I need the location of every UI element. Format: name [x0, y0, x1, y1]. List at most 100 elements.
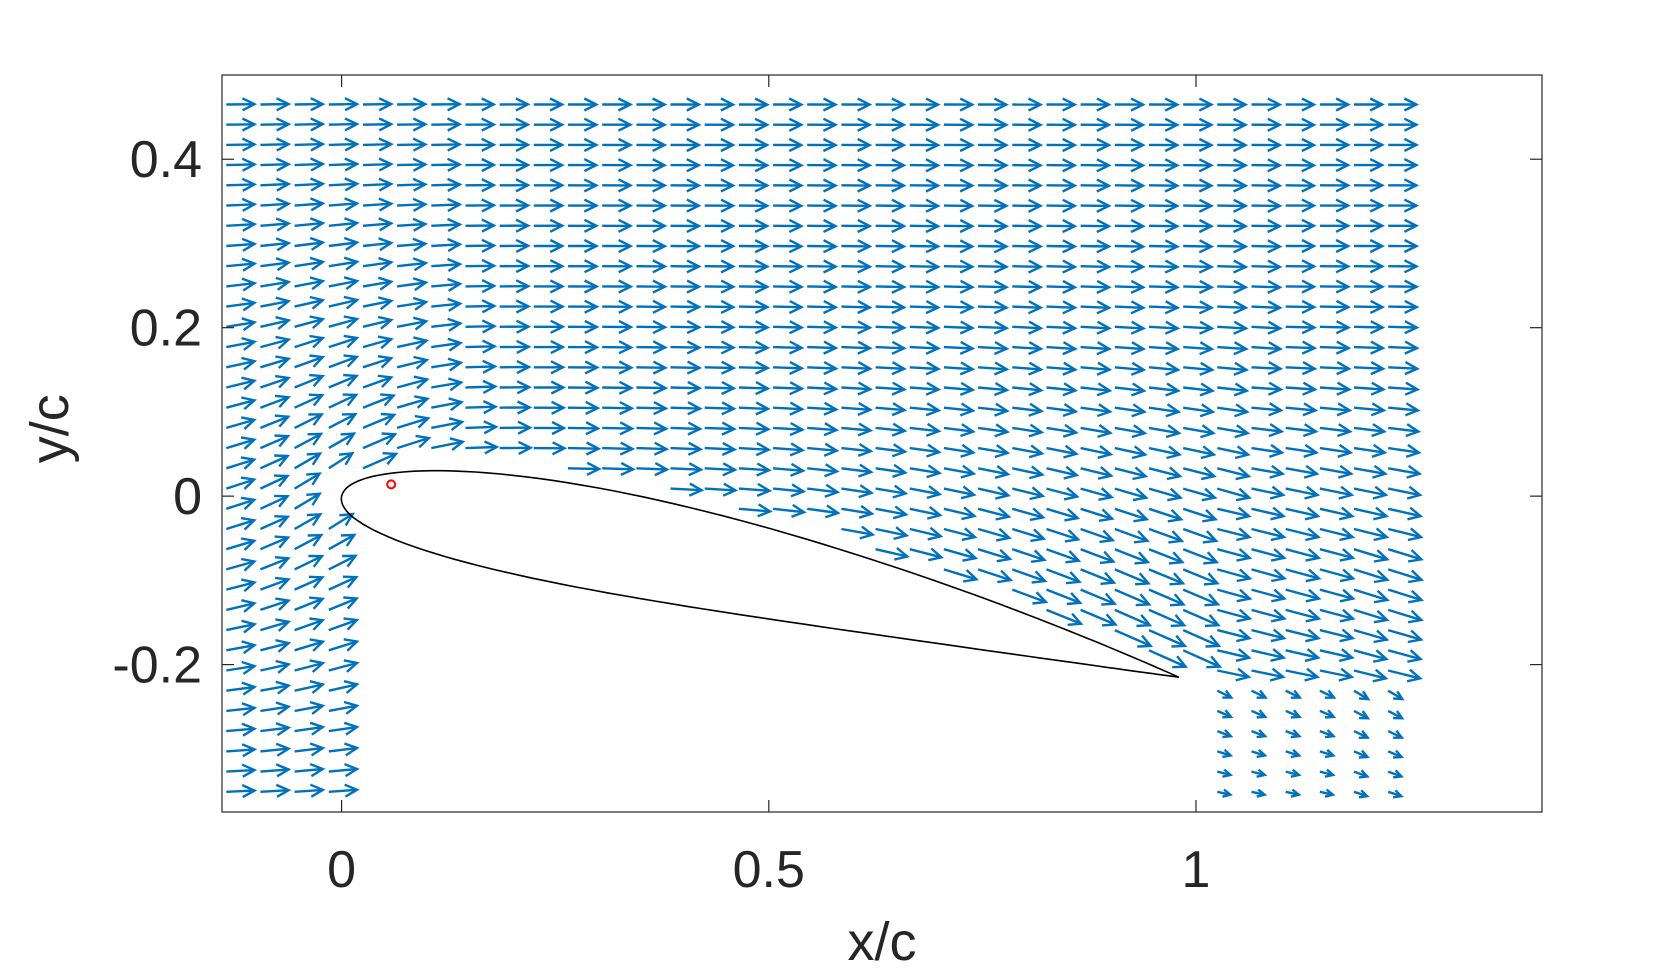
velocity-vector-head: [618, 299, 634, 314]
velocity-vector-shaft: [1148, 507, 1182, 521]
velocity-vector-head: [1269, 485, 1286, 500]
velocity-vector-head: [380, 412, 397, 426]
velocity-vector-shaft: [1114, 507, 1148, 521]
velocity-vector-head: [1305, 568, 1322, 583]
velocity-vector-head: [413, 375, 430, 390]
velocity-vector-head: [310, 137, 326, 152]
velocity-vector-shaft: [294, 336, 324, 349]
velocity-vector-shaft: [1148, 345, 1178, 351]
velocity-vector-shaft: [943, 568, 977, 581]
velocity-vector-shaft: [977, 467, 1009, 476]
velocity-vector-shaft: [875, 406, 905, 412]
velocity-vector-head: [1028, 423, 1045, 438]
velocity-vector-shaft: [1114, 588, 1150, 606]
velocity-vector-shaft: [465, 405, 496, 409]
velocity-vector-head: [583, 178, 599, 193]
velocity-vector-shaft: [294, 704, 324, 713]
velocity-vector-head: [344, 217, 360, 232]
velocity-vector-shaft: [1251, 446, 1283, 454]
velocity-vector-head: [449, 437, 466, 451]
velocity-vector-head: [1339, 608, 1356, 623]
velocity-vector-head: [1324, 689, 1337, 699]
velocity-vector-shaft: [1319, 345, 1349, 350]
velocity-vector-head: [1236, 608, 1253, 623]
velocity-vector-head: [788, 279, 805, 294]
velocity-vector-head: [959, 218, 975, 234]
velocity-vector-shaft: [909, 406, 939, 412]
velocity-vector-shaft: [1285, 446, 1317, 454]
velocity-vector-shaft: [1080, 548, 1114, 563]
velocity-vector-shaft: [602, 406, 632, 410]
velocity-vector-head: [412, 97, 428, 112]
velocity-vector-head: [1407, 609, 1424, 624]
velocity-vector-shaft: [362, 413, 395, 430]
velocity-vector-shaft: [1148, 386, 1179, 392]
velocity-vector-head: [1131, 445, 1148, 460]
velocity-vector-head: [823, 360, 839, 376]
velocity-vector-head: [617, 117, 634, 132]
velocity-vector-head: [241, 257, 258, 272]
velocity-vector-head: [481, 218, 497, 233]
velocity-vector-shaft: [943, 406, 974, 412]
velocity-vector-head: [688, 462, 704, 477]
velocity-vector-shaft: [1285, 507, 1319, 518]
velocity-vector-head: [1358, 710, 1371, 720]
velocity-vector-head: [241, 177, 258, 192]
velocity-vector-head: [583, 137, 599, 152]
velocity-vector-head: [584, 380, 601, 395]
velocity-vector-head: [344, 783, 360, 798]
velocity-vector-shaft: [1148, 446, 1180, 456]
velocity-vector-head: [1098, 508, 1115, 522]
velocity-vector-shaft: [1285, 628, 1319, 640]
velocity-vector-shaft: [977, 406, 1008, 413]
velocity-vector-shaft: [1080, 244, 1109, 248]
velocity-vector-head: [1235, 466, 1252, 481]
velocity-vector-shaft: [1217, 467, 1249, 478]
velocity-vector-shaft: [1353, 669, 1387, 680]
velocity-vector-head: [1169, 593, 1186, 607]
velocity-vector-head: [1132, 487, 1149, 502]
velocity-vector-head: [343, 276, 360, 291]
velocity-vector-shaft: [1387, 548, 1422, 561]
velocity-vector-head: [1405, 443, 1422, 458]
velocity-vector-head: [1028, 382, 1044, 397]
velocity-vector-shaft: [1183, 386, 1213, 392]
velocity-vector-head: [994, 423, 1010, 438]
velocity-vector-head: [1302, 381, 1318, 396]
velocity-vector-shaft: [1011, 507, 1044, 519]
velocity-vector-head: [275, 157, 292, 172]
velocity-vector-head: [1134, 551, 1151, 565]
velocity-vector-shaft: [636, 446, 667, 451]
velocity-vector-head: [1335, 279, 1351, 294]
velocity-vector-head: [1096, 137, 1112, 153]
velocity-vector-shaft: [738, 426, 769, 431]
velocity-vector-shaft: [978, 305, 1007, 309]
velocity-vector-shaft: [1251, 406, 1282, 412]
velocity-vector-shaft: [1114, 426, 1145, 435]
velocity-vector-shaft: [1353, 325, 1383, 329]
velocity-vector-head: [1336, 423, 1353, 438]
velocity-vector-shaft: [1353, 467, 1386, 475]
velocity-vector-shaft: [260, 163, 289, 167]
velocity-vector-shaft: [978, 366, 1007, 371]
velocity-vector-head: [584, 340, 600, 355]
velocity-vector-head: [1403, 259, 1420, 274]
velocity-vector-shaft: [294, 142, 323, 147]
velocity-vector-shaft: [1080, 608, 1116, 626]
velocity-vector-shaft: [875, 345, 905, 350]
velocity-vector-head: [1370, 340, 1386, 355]
velocity-vector-shaft: [1046, 568, 1080, 583]
velocity-vector-head: [652, 198, 668, 213]
velocity-vector-shaft: [670, 366, 700, 370]
velocity-vector-head: [275, 701, 292, 716]
velocity-vector-head: [1235, 487, 1252, 502]
velocity-vector-shaft: [259, 578, 289, 591]
axes-box: [221, 74, 1543, 813]
velocity-vector-head: [1301, 361, 1318, 376]
velocity-vector-head: [1062, 423, 1079, 438]
velocity-vector-shaft: [294, 202, 323, 207]
velocity-vector-shaft: [1080, 366, 1110, 371]
velocity-vector-head: [824, 504, 841, 519]
velocity-vector-head: [1198, 97, 1215, 112]
velocity-vector-shaft: [875, 386, 905, 391]
